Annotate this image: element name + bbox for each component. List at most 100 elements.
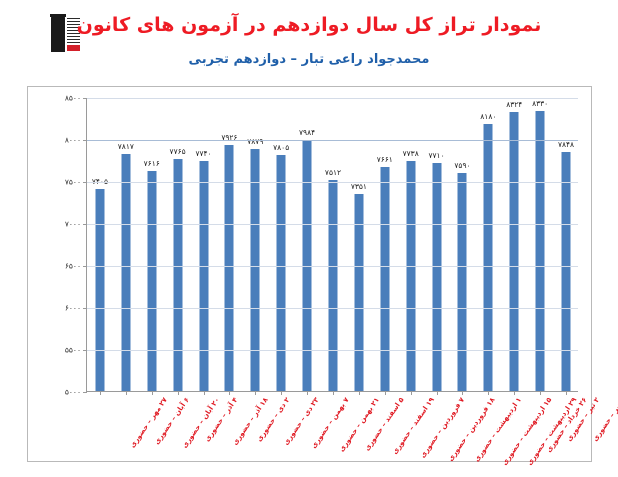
bar[interactable]	[509, 111, 519, 391]
bar-value-label: ۷۷۱۰	[428, 151, 445, 161]
bar[interactable]	[276, 155, 286, 391]
x-tick-mark	[125, 391, 127, 395]
x-tick-mark	[566, 391, 568, 395]
y-tick-mark	[83, 98, 87, 99]
x-tick-mark	[229, 391, 231, 395]
y-tick-label: ۵۵۰۰	[64, 345, 81, 355]
x-tick-mark	[99, 391, 101, 395]
y-tick-label: ۷۵۰۰	[64, 177, 81, 187]
bar[interactable]	[457, 173, 467, 391]
y-tick-label: ۵۰۰۰	[64, 387, 81, 397]
y-tick-label: ۶۰۰۰	[64, 303, 81, 313]
bar-slot[interactable]: ۷۸۷۹	[242, 98, 268, 395]
bar-value-label: ۷۸۴۸	[557, 139, 575, 149]
bar[interactable]	[199, 160, 209, 391]
bar-slot[interactable]: ۸۳۳۰	[527, 98, 553, 395]
bar-slot[interactable]: ۷۷۶۵	[165, 98, 191, 395]
y-tick-label: ۷۰۰۰	[64, 219, 81, 229]
chart-frame: ۷۴۰۵ ۷۸۱۷ ۷۶۱۶ ۷۷۶۵ ۷۷۴۰ ۷۹۲۶ ۷۸۷۹ ۷۸۰۵ ۷۹۸۴ ۷۵۱۲…	[27, 86, 618, 467]
gridline	[87, 308, 578, 309]
bar-slot[interactable]: ۸۳۲۴	[501, 98, 527, 395]
x-tick-mark	[514, 391, 516, 395]
bar[interactable]	[302, 140, 312, 391]
gridline	[87, 182, 578, 183]
bar[interactable]	[432, 163, 442, 391]
bar-slot[interactable]: ۷۵۹۰	[450, 98, 476, 395]
bar-value-label: ۷۶۱۶	[143, 159, 160, 169]
x-tick-mark	[255, 391, 257, 395]
x-tick-mark	[281, 391, 283, 395]
bar[interactable]	[535, 111, 545, 391]
bars-layer: ۷۴۰۵ ۷۸۱۷ ۷۶۱۶ ۷۷۶۵ ۷۷۴۰ ۷۹۲۶ ۷۸۷۹ ۷۸۰۵ ۷۹۸۴ ۷۵۱۲…	[87, 98, 579, 395]
bar-slot[interactable]: ۷۷۳۸	[398, 98, 424, 395]
bar[interactable]	[95, 188, 105, 391]
bar-slot[interactable]: ۷۷۴۰	[191, 98, 217, 395]
bar[interactable]	[483, 123, 493, 391]
bar-value-label: ۷۳۵۱	[350, 181, 367, 191]
x-axis-label: ۲۷ مهر – حضوری	[128, 396, 170, 450]
y-tick-mark	[83, 308, 87, 309]
y-tick-mark	[83, 140, 87, 141]
y-tick-label: ۶۵۰۰	[64, 261, 81, 271]
kanoon-logo-icon	[48, 14, 82, 54]
bar[interactable]	[173, 158, 183, 391]
gridline	[87, 98, 578, 99]
bar-slot[interactable]: ۷۸۴۸	[553, 98, 579, 395]
bar[interactable]	[561, 151, 571, 391]
chart-subtitle: محمدجواد راعی تبار – دوازدهم تجربی	[188, 52, 430, 67]
y-tick-mark	[83, 392, 87, 393]
x-tick-mark	[151, 391, 153, 395]
gridline	[87, 266, 578, 267]
x-tick-mark	[410, 391, 412, 395]
chart-header: نمودار تراز کل سال دوازدهم در آزمون های …	[0, 0, 618, 78]
bar-slot[interactable]: ۷۹۸۴	[294, 98, 320, 395]
bar[interactable]	[354, 193, 364, 391]
x-tick-mark	[540, 391, 542, 395]
bar-slot[interactable]: ۸۱۸۰	[475, 98, 501, 395]
logo-text-lines	[67, 18, 80, 44]
bar-slot[interactable]: ۷۵۱۲	[320, 98, 346, 395]
x-tick-mark	[384, 391, 386, 395]
x-tick-mark	[203, 391, 205, 395]
bar-slot[interactable]: ۷۸۱۷	[113, 98, 139, 395]
bar-slot[interactable]: ۷۶۶۱	[372, 98, 398, 395]
bar-slot[interactable]: ۷۳۵۱	[346, 98, 372, 395]
bar[interactable]	[147, 171, 157, 391]
x-tick-mark	[436, 391, 438, 395]
bar[interactable]	[328, 180, 338, 391]
bar[interactable]	[250, 149, 260, 391]
chart-title: نمودار تراز کل سال دوازدهم در آزمون های …	[76, 14, 542, 36]
logo-head-shape	[53, 15, 63, 24]
bar-value-label: ۷۹۸۴	[299, 128, 316, 138]
y-tick-mark	[83, 182, 87, 183]
bar-slot[interactable]: ۷۹۲۶	[216, 98, 242, 395]
bar[interactable]	[380, 167, 390, 391]
bar-value-label: ۷۴۰۵	[91, 176, 108, 186]
bar-value-label: ۷۵۱۲	[324, 168, 342, 177]
bar-value-label: ۸۳۳۰	[532, 99, 549, 109]
y-tick-mark	[83, 266, 87, 267]
logo-figure-shape	[51, 16, 65, 52]
bar-value-label: ۷۹۲۶	[221, 133, 238, 143]
bar-value-label: ۷۵۹۰	[454, 161, 471, 171]
x-tick-mark	[177, 391, 179, 395]
bar-slot[interactable]: ۷۶۱۶	[139, 98, 165, 395]
bar-value-label: ۷۷۳۸	[402, 149, 419, 159]
bar[interactable]	[224, 145, 234, 391]
logo-hat-shape	[50, 14, 66, 17]
bar[interactable]	[406, 161, 416, 391]
bar-value-label: ۷۶۶۱	[376, 155, 393, 165]
bar-value-label: ۷۸۰۵	[273, 143, 290, 153]
bar[interactable]	[121, 154, 131, 391]
bar-slot[interactable]: ۷۸۰۵	[268, 98, 294, 395]
x-tick-mark	[307, 391, 309, 395]
bar-slot[interactable]: ۷۷۱۰	[424, 98, 450, 395]
bar-value-label: ۸۱۸۰	[480, 111, 497, 121]
bar-value-label: ۷۸۱۷	[117, 142, 134, 152]
x-tick-mark	[358, 391, 360, 395]
bar-slot[interactable]: ۷۴۰۵	[87, 98, 113, 395]
x-axis-labels: ۲۷ مهر – حضوری ۶ آبان – حضوری ۲۰ آبان – حض…	[87, 391, 618, 467]
bar-value-label: ۷۷۴۰	[195, 148, 212, 158]
bar-value-label: ۸۳۲۴	[506, 99, 523, 109]
